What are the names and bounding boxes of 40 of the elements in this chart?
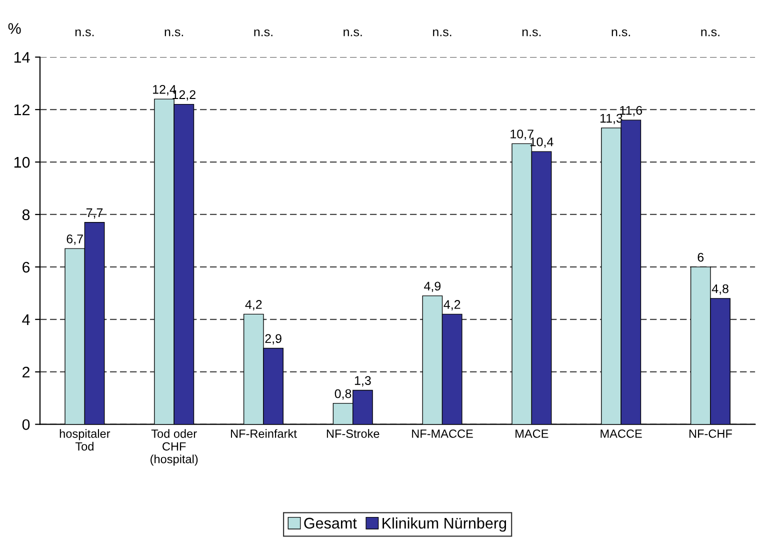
text: n.s. [522, 29, 541, 36]
y-tick-label: 0 [22, 419, 30, 430]
y-tick-label: 2 [22, 366, 30, 378]
y-tick-label: 8 [22, 209, 30, 220]
x-tick-label: MACE [516, 429, 548, 438]
y-tick-label: 10 [14, 156, 30, 168]
legend-label: Klinikum Nürnberg [382, 517, 506, 532]
text: n.s. [254, 29, 272, 36]
text: n.s. [75, 29, 94, 36]
data-label: 6,7 [66, 234, 83, 245]
data-label: 2,9 [265, 334, 282, 344]
data-label: 6 [698, 252, 704, 262]
data-label: 10,7 [510, 130, 534, 140]
x-tick-label: Tod oder CHF (hospital) [150, 429, 198, 466]
data-label: 7,7 [86, 208, 103, 219]
data-label: 0,8 [334, 389, 352, 400]
data-label: 4,2 [245, 300, 262, 310]
data-label: 4,9 [424, 282, 441, 292]
data-label: 4,2 [444, 300, 460, 310]
legend-label: Gesamt [304, 518, 357, 529]
data-label: 1,3 [354, 376, 371, 386]
y-axis-title: % [8, 23, 21, 34]
data-label: 11,3 [600, 114, 622, 124]
data-label: 4,8 [712, 284, 728, 295]
text: n.s. [612, 29, 630, 36]
data-label: 10,4 [530, 137, 554, 148]
text: n.s. [344, 29, 362, 36]
x-tick-label: hospitaler Tod [60, 429, 110, 451]
text: n.s. [164, 29, 184, 36]
text: n.s. [701, 29, 720, 36]
y-tick-label: 12 [14, 104, 30, 116]
y-tick-label: 6 [22, 262, 30, 273]
y-tick-label: 14 [14, 52, 30, 63]
x-tick-label: NF-MACCE [412, 429, 473, 438]
x-tick-label: NF-CHF [689, 429, 732, 438]
x-tick-label: MACCE [600, 429, 642, 438]
x-tick-label: NF-Reinfarkt [230, 429, 297, 438]
text: n.s. [433, 29, 452, 36]
y-tick-label: 4 [22, 314, 30, 325]
x-tick-label: NF-Stroke [326, 429, 380, 438]
